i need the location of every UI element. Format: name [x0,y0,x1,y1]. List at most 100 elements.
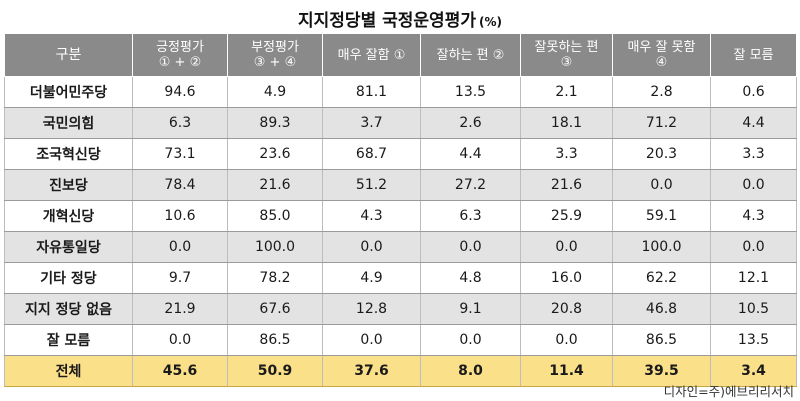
table-row: 국민의힘 6.3 89.3 3.7 2.6 18.1 71.2 4.4 [4,107,797,139]
table-cell: 67.6 [227,293,323,325]
table-body: 더불어민주당 94.6 4.9 81.1 13.5 2.1 2.8 0.6 국민의힘 6.3 89.… [4,76,797,387]
table-cell: 12.8 [322,293,421,325]
row-label: 조국혁신당 [4,138,133,170]
column-header-4: 잘하는 편 ② [420,33,521,77]
table-cell: 3.4 [710,355,797,387]
table-cell: 46.8 [612,293,711,325]
table-cell: 21.6 [227,169,323,201]
row-label: 지지 정당 없음 [4,293,133,325]
row-label: 국민의힘 [4,107,133,139]
table-row: 개혁신당 10.6 85.0 4.3 6.3 25.9 59.1 4.3 [4,200,797,232]
table-cell: 0.0 [132,231,228,263]
table-cell: 3.3 [710,138,797,170]
row-label: 잘 모름 [4,324,133,356]
table-cell: 3.3 [520,138,613,170]
table-cell: 16.0 [520,262,613,294]
table-cell: 94.6 [132,76,228,108]
table-cell: 81.1 [322,76,421,108]
table-cell: 27.2 [420,169,521,201]
table-row: 자유통일당 0.0 100.0 0.0 0.0 0.0 100.0 0.0 [4,231,797,263]
table-cell: 2.1 [520,76,613,108]
table-cell: 12.1 [710,262,797,294]
table-cell: 45.6 [132,355,228,387]
evaluation-table: 구분 긍정평가 ① + ② 부정평가 ③ + ④ 매우 잘함 ① 잘하는 편 ② 잘못하는 편… [4,33,797,387]
row-label: 기타 정당 [4,262,133,294]
table-cell: 78.4 [132,169,228,201]
table-cell: 8.0 [420,355,521,387]
column-header-1: 긍정평가 ① + ② [132,33,228,77]
chart-title: 지지정당별 국정운영평가 (%) [0,6,800,31]
table-cell: 20.8 [520,293,613,325]
column-header-2: 부정평가 ③ + ④ [227,33,323,77]
table-cell: 73.1 [132,138,228,170]
table-header-row: 구분 긍정평가 ① + ② 부정평가 ③ + ④ 매우 잘함 ① 잘하는 편 ② 잘못하는 편… [4,33,797,77]
table-cell: 62.2 [612,262,711,294]
table-cell: 78.2 [227,262,323,294]
table-row: 더불어민주당 94.6 4.9 81.1 13.5 2.1 2.8 0.6 [4,76,797,108]
row-label: 전체 [4,355,133,387]
table-cell: 85.0 [227,200,323,232]
table-cell: 4.3 [710,200,797,232]
table-cell: 68.7 [322,138,421,170]
table-cell: 4.3 [322,200,421,232]
table-cell: 9.1 [420,293,521,325]
table-cell: 100.0 [612,231,711,263]
table-cell: 10.6 [132,200,228,232]
table-cell: 3.7 [322,107,421,139]
table-cell: 9.7 [132,262,228,294]
table-cell: 4.4 [420,138,521,170]
table-cell: 71.2 [612,107,711,139]
table-cell: 0.6 [710,76,797,108]
table-cell: 20.3 [612,138,711,170]
row-label: 자유통일당 [4,231,133,263]
table-cell: 51.2 [322,169,421,201]
table-cell: 6.3 [132,107,228,139]
design-credit: 디자인=주)에브리리서치 [663,384,794,399]
table-cell: 50.9 [227,355,323,387]
table-cell: 0.0 [520,231,613,263]
table-cell: 0.0 [520,324,613,356]
table-row: 진보당 78.4 21.6 51.2 27.2 21.6 0.0 0.0 [4,169,797,201]
table-row: 기타 정당 9.7 78.2 4.9 4.8 16.0 62.2 12.1 [4,262,797,294]
column-header-3: 매우 잘함 ① [322,33,421,77]
row-label: 진보당 [4,169,133,201]
table-cell: 0.0 [322,231,421,263]
total-row: 전체 45.6 50.9 37.6 8.0 11.4 39.5 3.4 [4,355,797,387]
table-cell: 4.8 [420,262,521,294]
table-cell: 6.3 [420,200,521,232]
table-cell: 4.9 [227,76,323,108]
table-cell: 0.0 [710,169,797,201]
table-cell: 18.1 [520,107,613,139]
table-cell: 13.5 [420,76,521,108]
column-header-0: 구분 [4,33,133,77]
column-header-7: 잘 모름 [710,33,797,77]
table-row: 지지 정당 없음 21.9 67.6 12.8 9.1 20.8 46.8 10.5 [4,293,797,325]
table-cell: 4.9 [322,262,421,294]
table-cell: 37.6 [322,355,421,387]
table-cell: 0.0 [132,324,228,356]
table-cell: 2.8 [612,76,711,108]
table-cell: 13.5 [710,324,797,356]
table-row: 조국혁신당 73.1 23.6 68.7 4.4 3.3 20.3 3.3 [4,138,797,170]
row-label: 더불어민주당 [4,76,133,108]
table-cell: 23.6 [227,138,323,170]
table-cell: 86.5 [612,324,711,356]
table-cell: 0.0 [710,231,797,263]
table-cell: 25.9 [520,200,613,232]
table-cell: 59.1 [612,200,711,232]
table-cell: 4.4 [710,107,797,139]
table-cell: 11.4 [520,355,613,387]
table-cell: 0.0 [322,324,421,356]
table-cell: 86.5 [227,324,323,356]
column-header-6: 매우 잘 못함 ④ [612,33,711,77]
table-row: 잘 모름 0.0 86.5 0.0 0.0 0.0 86.5 13.5 [4,324,797,356]
table-cell: 89.3 [227,107,323,139]
title-text: 지지정당별 국정운영평가 [298,11,476,31]
table-cell: 0.0 [420,231,521,263]
table-cell: 0.0 [420,324,521,356]
table-cell: 0.0 [612,169,711,201]
table-cell: 10.5 [710,293,797,325]
row-label: 개혁신당 [4,200,133,232]
table-cell: 21.6 [520,169,613,201]
